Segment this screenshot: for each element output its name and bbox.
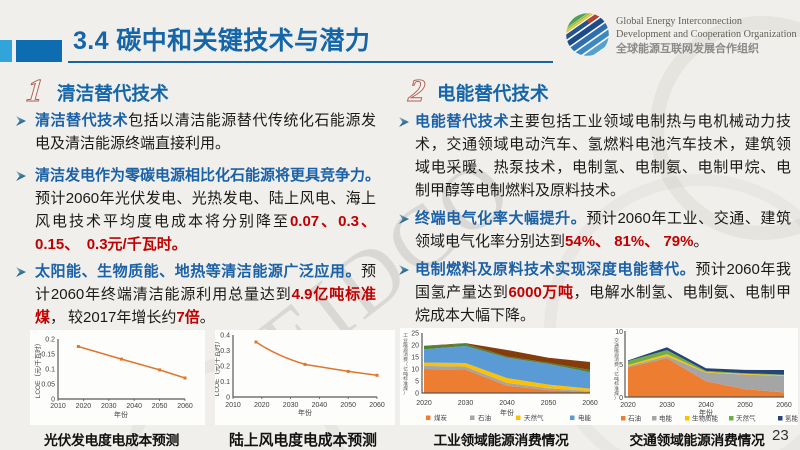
svg-text:2020: 2020 [620,402,636,409]
svg-text:5: 5 [415,379,419,386]
svg-text:2040: 2040 [312,402,328,409]
svg-text:0.4: 0.4 [220,333,230,340]
svg-text:石油: 石油 [478,413,491,422]
svg-text:2060: 2060 [776,402,792,409]
svg-text:15: 15 [411,355,419,362]
svg-text:石油: 石油 [628,414,641,423]
svg-text:2060: 2060 [582,400,598,407]
svg-text:0.1: 0.1 [220,379,230,386]
svg-text:0.15: 0.15 [41,352,55,359]
svg-text:2060: 2060 [369,402,385,409]
svg-text:0.05: 0.05 [41,382,55,389]
svg-text:0.2: 0.2 [45,337,55,344]
svg-text:2040: 2040 [698,402,714,409]
svg-text:10: 10 [411,367,419,374]
svg-text:生物质能: 生物质能 [692,414,719,423]
svg-text:年份: 年份 [114,410,128,419]
svg-text:2020: 2020 [76,403,92,410]
svg-text:2050: 2050 [340,402,356,409]
svg-text:0.2: 0.2 [220,364,230,371]
svg-text:0: 0 [415,391,419,398]
svg-text:2060: 2060 [177,403,193,410]
svg-text:天然气: 天然气 [736,414,756,423]
svg-text:2030: 2030 [283,402,299,409]
svg-text:5: 5 [619,362,623,369]
svg-text:0: 0 [619,395,623,402]
svg-text:2020: 2020 [416,400,432,407]
svg-text:2050: 2050 [541,400,557,407]
svg-text:2010: 2010 [50,403,66,410]
svg-text:20: 20 [411,343,419,350]
svg-text:年份: 年份 [699,408,713,417]
svg-text:2020: 2020 [254,402,270,409]
svg-text:LCOE（元/千瓦时）: LCOE（元/千瓦时） [33,340,42,399]
svg-text:煤炭: 煤炭 [434,413,448,422]
svg-text:氢能: 氢能 [785,414,798,423]
svg-text:2040: 2040 [126,403,142,410]
svg-text:年份: 年份 [500,408,514,417]
svg-text:交通能源消费（亿吨标准煤）: 交通能源消费（亿吨标准煤） [614,337,619,402]
svg-text:25: 25 [411,331,419,338]
svg-text:2010: 2010 [225,402,241,409]
svg-text:2030: 2030 [458,400,474,407]
svg-text:2030: 2030 [659,402,675,409]
svg-text:2050: 2050 [737,402,753,409]
svg-text:2040: 2040 [499,400,515,407]
svg-text:0: 0 [226,395,230,402]
svg-text:天然气: 天然气 [524,413,544,422]
svg-text:2050: 2050 [152,403,168,410]
svg-text:LCOE（元/千瓦时）: LCOE（元/千瓦时） [215,338,221,397]
svg-text:0.1: 0.1 [45,367,55,374]
svg-text:年份: 年份 [298,408,312,417]
svg-text:10: 10 [615,329,623,336]
svg-text:电能: 电能 [578,413,592,422]
svg-text:0: 0 [51,397,55,404]
svg-text:工业能源消费（亿吨标准煤）: 工业能源消费（亿吨标准煤） [403,333,408,397]
svg-text:电能: 电能 [659,414,673,423]
svg-text:0.3: 0.3 [220,348,230,355]
svg-text:2030: 2030 [101,403,117,410]
